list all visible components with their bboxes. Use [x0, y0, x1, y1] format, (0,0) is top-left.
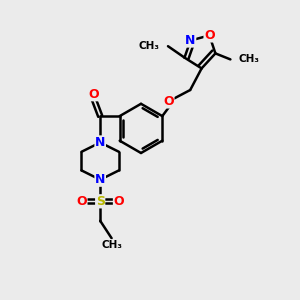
Text: O: O	[204, 29, 215, 42]
Text: N: N	[185, 34, 196, 47]
Text: O: O	[88, 88, 99, 101]
Text: CH₃: CH₃	[239, 54, 260, 64]
Text: O: O	[76, 195, 87, 208]
Text: CH₃: CH₃	[101, 240, 122, 250]
Text: N: N	[95, 173, 105, 186]
Text: O: O	[163, 95, 174, 108]
Text: O: O	[113, 195, 124, 208]
Text: S: S	[96, 195, 105, 208]
Text: N: N	[95, 136, 105, 149]
Text: CH₃: CH₃	[139, 41, 160, 51]
